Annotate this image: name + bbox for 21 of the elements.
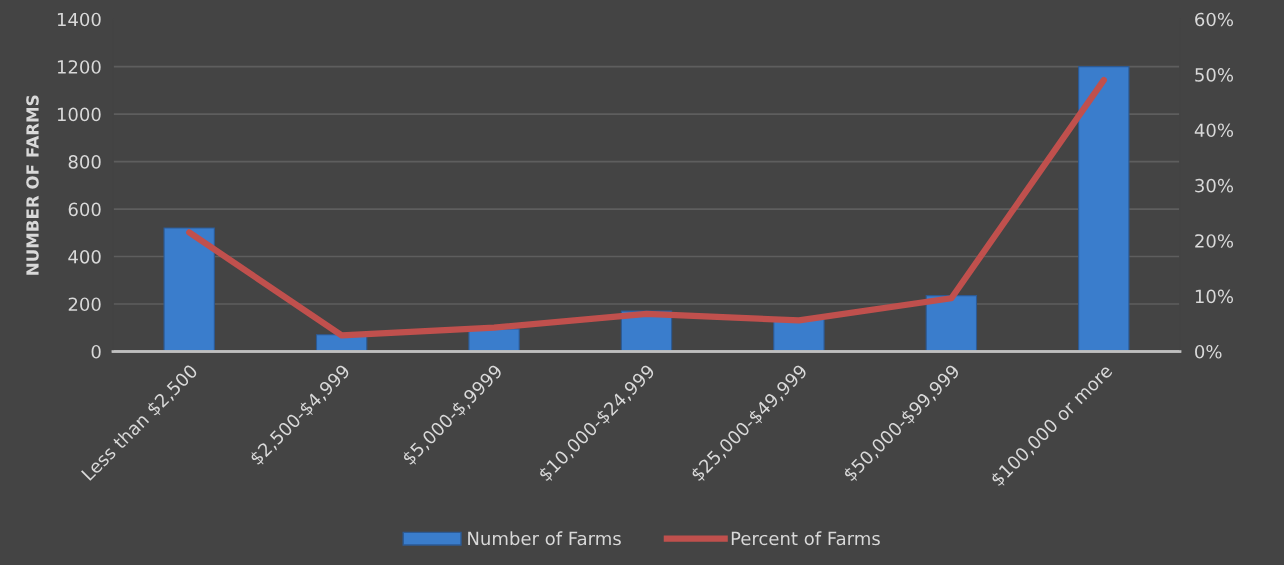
y-axis-title: NUMBER OF FARMS [26,95,39,275]
y2-tick-label: 30% [1195,178,1234,193]
y-tick-label: 200 [68,297,101,312]
y2-tick-label: 10% [1195,289,1234,304]
bar [163,227,215,352]
y2-tick-label: 60% [1195,12,1234,27]
y-tick-label: 400 [68,249,101,264]
y-tick-label: 800 [68,155,101,169]
y2-tick-label: 20% [1195,234,1234,248]
bar [1078,66,1130,352]
y-tick-label: 1400 [57,12,101,27]
y-tick-label: 0 [91,344,101,359]
legend-label: Number of Farms [468,531,621,546]
y2-tick-label: 0% [1195,344,1222,359]
y2-tick-label: 40% [1194,123,1234,138]
y-tick-label: 1000 [57,107,101,122]
y-tick-label: 600 [68,202,101,217]
y-tick-label: 1200 [57,60,101,74]
y2-tick-label: 50% [1195,68,1234,82]
bar [925,295,978,352]
legend-label: Percent of Farms [731,531,880,546]
